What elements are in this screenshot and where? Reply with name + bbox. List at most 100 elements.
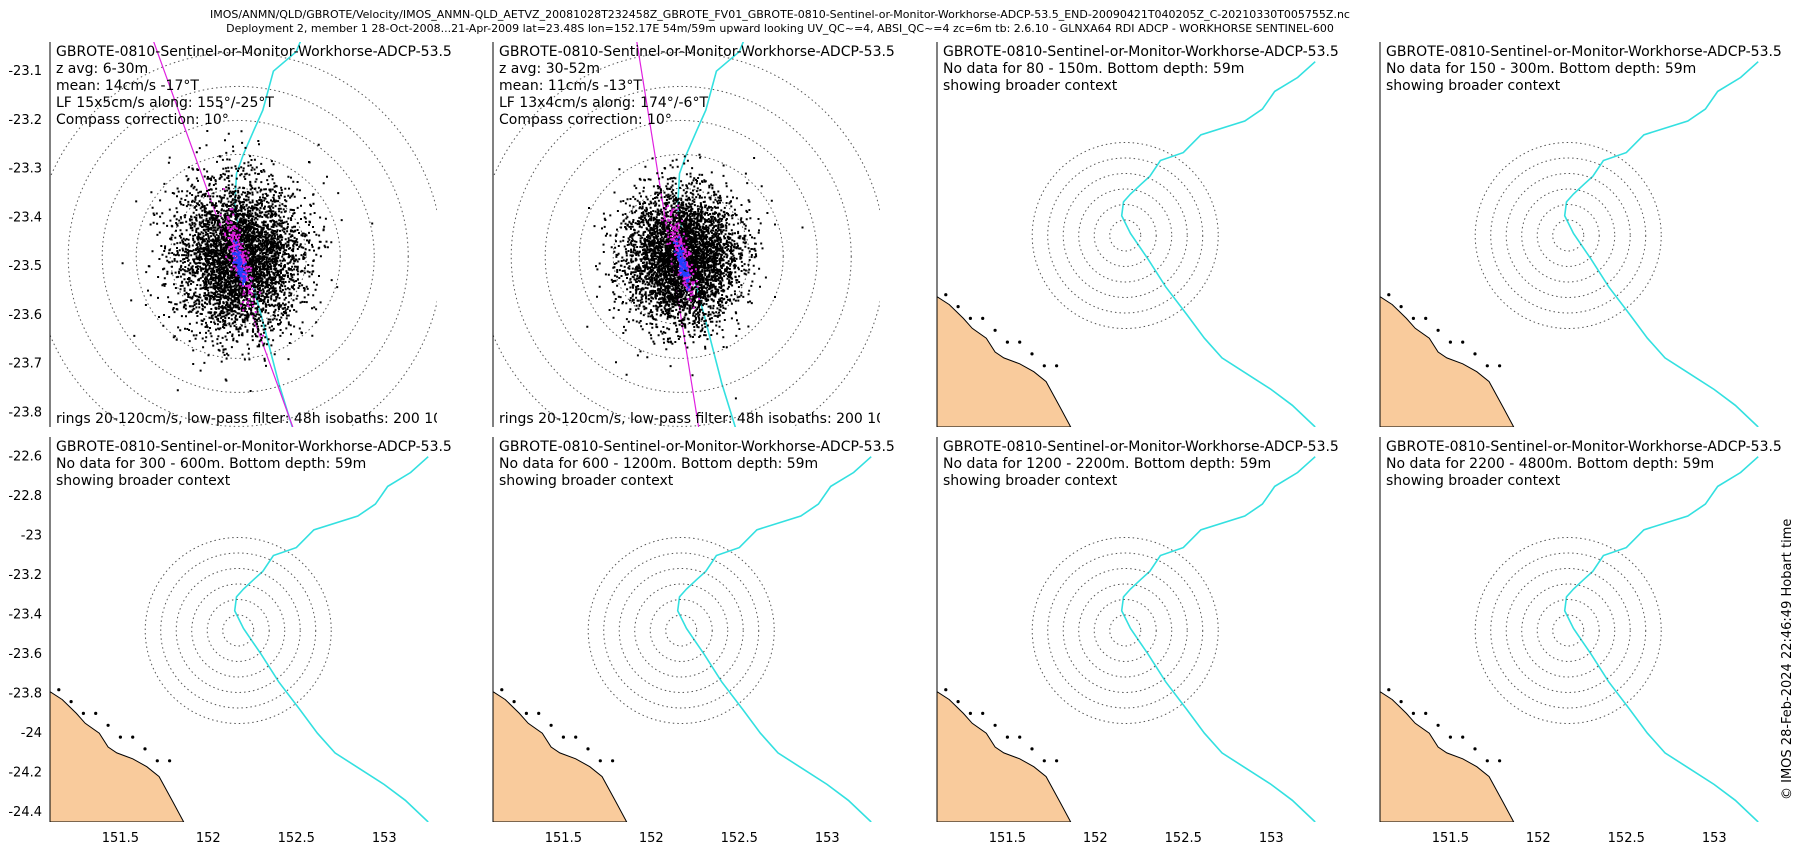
reef-mark [574,735,578,739]
x-tick-label: 152.5 [1608,831,1645,846]
land-polygon [1380,691,1515,822]
speed-ring [510,85,852,427]
reef-mark [968,711,973,716]
reef-mark [1399,700,1403,704]
reef-mark [549,723,553,727]
reef-mark [586,747,590,751]
panel-title: GBROTE-0810-Sentinel-or-Monitor-Workhors… [56,439,452,455]
panel-annotation: z avg: 6-30m [56,61,148,77]
mean-current-points [231,240,247,286]
y-tick-label: -24 [21,726,42,741]
speed-ring [1536,598,1600,662]
reef-mark [1498,759,1502,763]
reef-mark [968,316,973,320]
panel-annotation: showing broader context [56,473,231,489]
panel-annotation: showing broader context [1386,78,1561,94]
reef-mark [981,711,985,716]
plot-area [1380,61,1759,427]
speed-ring [1031,536,1219,724]
panel-2: GBROTE-0810-Sentinel-or-Monitor-Workhors… [492,42,895,427]
land-polygon [937,296,1072,427]
panel-annotation: No data for 2200 - 4800m. Bottom depth: … [1386,456,1714,472]
panel-annotation: mean: 14cm/s -17°T [56,78,199,94]
reef-mark [1485,759,1489,763]
speed-ring [544,119,818,393]
reef-mark [1461,340,1465,344]
y-tick-label: -23.1 [8,64,42,79]
panel-title: GBROTE-0810-Sentinel-or-Monitor-Workhors… [943,44,1339,60]
speed-ring [1521,583,1616,678]
y-tick-label: -23.2 [8,113,42,128]
y-tick-label: -22.8 [8,489,42,504]
plot-area [50,42,437,427]
x-tick-label: 153 [372,831,397,846]
reef-mark [500,688,504,692]
speed-ring [1093,598,1157,662]
reef-mark [57,688,61,692]
plot-area [493,42,880,427]
speed-ring [1047,157,1204,314]
speed-ring [1109,614,1142,647]
reef-mark [1461,735,1465,739]
panel-annotation: showing broader context [499,473,674,489]
y-tick-label: -23.6 [8,308,42,323]
x-tick-label: 151.5 [102,831,139,846]
speed-ring [1505,567,1631,693]
speed-ring [1047,552,1204,709]
speed-ring [1552,219,1585,252]
y-tick-label: -23.7 [8,357,42,372]
reef-mark [512,700,516,704]
reef-mark [1005,735,1010,739]
y-tick-label: -23.5 [8,259,42,274]
speed-ring [649,598,713,662]
reef-mark [106,723,110,727]
reef-mark [94,711,98,716]
panel-title: GBROTE-0810-Sentinel-or-Monitor-Workhors… [1386,439,1782,455]
panel-annotation: mean: 11cm/s -13°T [499,78,642,94]
speed-ring [101,119,375,393]
reef-mark [1436,723,1440,727]
isobath-line [233,42,302,427]
panel-annotation: No data for 300 - 600m. Bottom depth: 59… [56,456,366,472]
reef-mark [956,305,960,309]
copyright-note: © IMOS 28-Feb-2024 22:46:49 Hobart time [1780,518,1795,800]
panel-title: GBROTE-0810-Sentinel-or-Monitor-Workhors… [1386,44,1782,60]
panel-title: GBROTE-0810-Sentinel-or-Monitor-Workhors… [56,44,452,60]
y-tick-label: -23.2 [8,568,42,583]
panel-annotation: z avg: 30-52m [499,61,600,77]
reef-mark [1042,759,1046,763]
speed-ring [612,187,750,325]
speed-ring [1109,219,1142,252]
x-tick-label: 152 [1526,831,1551,846]
speed-ring [1078,583,1173,678]
x-tick-label: 152.5 [721,831,758,846]
panel-footer-note: rings 20-120cm/s, low-pass filter: 48h i… [56,411,540,427]
plot-area [937,61,1316,427]
speed-ring [603,552,760,709]
speed-ring [1062,567,1188,693]
plot-area [50,456,429,822]
land-polygon [1380,296,1515,427]
speed-ring [1505,172,1631,298]
reef-mark [1448,340,1452,344]
reef-mark [1411,711,1415,716]
panel-title: GBROTE-0810-Sentinel-or-Monitor-Workhors… [499,439,895,455]
y-tick-label: -23 [21,529,42,544]
panel-annotation: LF 15x5cm/s along: 155°/-25°T [56,95,274,111]
panel-title: GBROTE-0810-Sentinel-or-Monitor-Workhors… [499,44,895,60]
reef-mark [1055,364,1059,368]
x-tick-label: 152 [1083,831,1108,846]
y-tick-label: -23.8 [8,687,42,702]
reef-mark [1042,364,1046,368]
y-tick-label: -22.6 [8,450,42,465]
x-tick-label: 152 [196,831,221,846]
speed-ring [1552,614,1585,647]
speed-ring [618,567,744,693]
speed-ring [1062,172,1188,298]
speed-ring [160,552,317,709]
plot-area [493,456,872,822]
reef-mark [118,735,122,739]
speed-ring [206,598,270,662]
plot-area [937,456,1316,822]
land-polygon [937,691,1072,822]
